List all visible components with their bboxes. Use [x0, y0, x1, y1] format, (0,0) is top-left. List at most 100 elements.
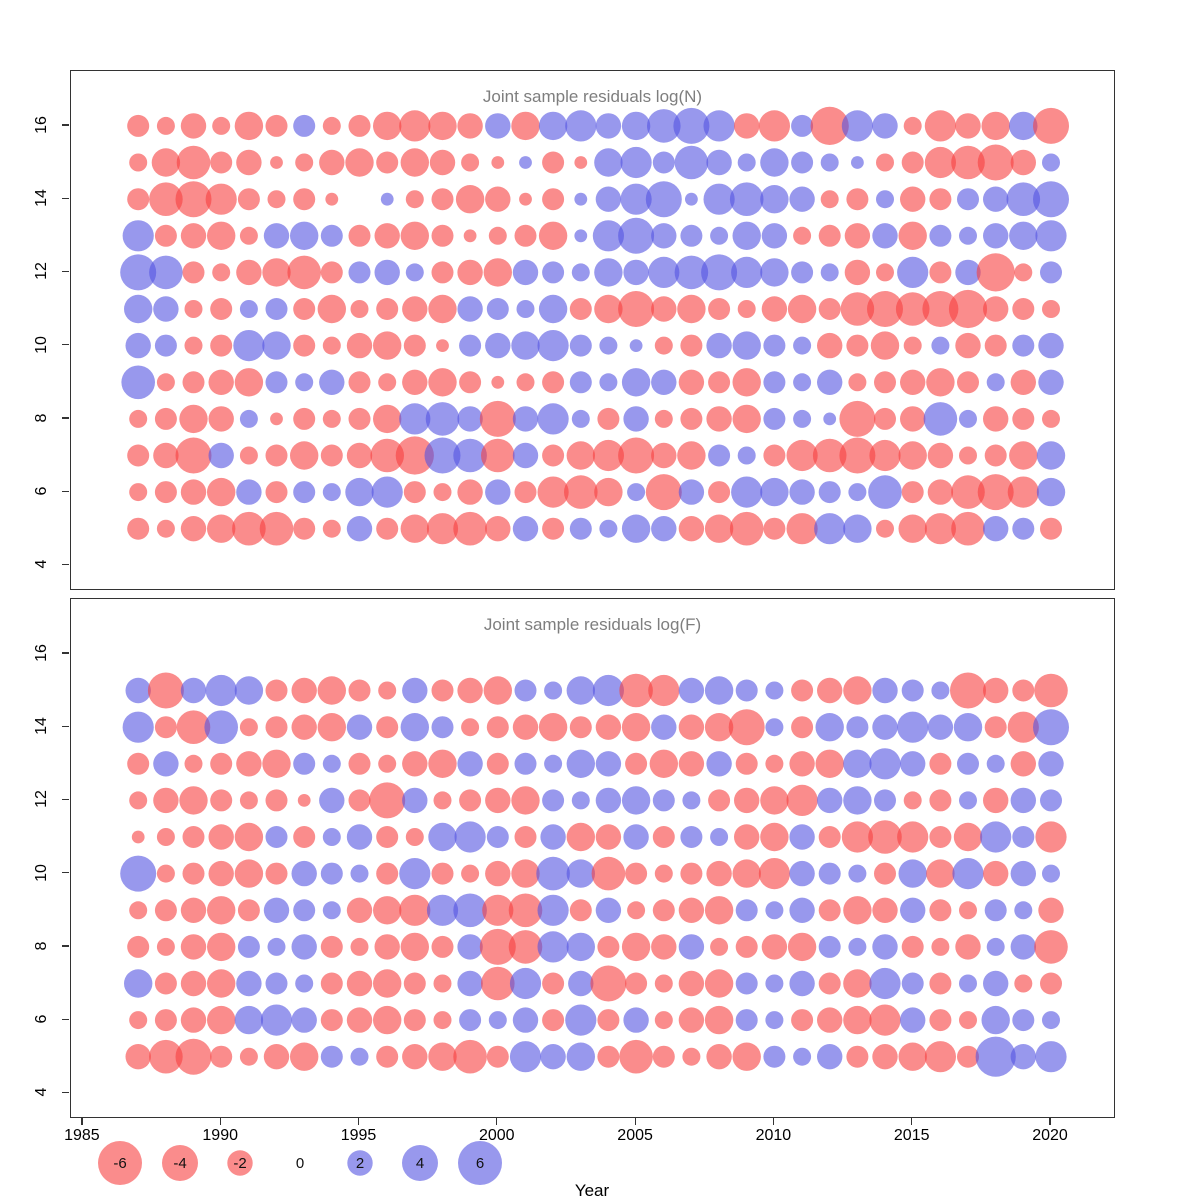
residual-bubble: [710, 937, 729, 956]
y-axis-tick: [62, 197, 69, 199]
residual-bubble: [569, 334, 592, 357]
residual-bubble: [1012, 517, 1035, 540]
residual-bubble: [594, 258, 623, 287]
residual-bubble: [1007, 476, 1039, 508]
residual-bubble: [234, 859, 264, 888]
residual-bubble: [154, 481, 177, 504]
residual-bubble: [457, 677, 483, 704]
residual-bubble: [620, 183, 652, 215]
residual-bubble: [153, 787, 179, 814]
residual-bubble: [682, 1047, 701, 1066]
residual-bubble: [592, 439, 625, 472]
residual-bubble: [955, 113, 981, 139]
residual-bubble: [1006, 182, 1041, 216]
residual-bubble: [293, 517, 316, 540]
residual-bubble: [320, 261, 343, 284]
y-axis-tick: [62, 417, 69, 419]
residual-bubble: [566, 676, 595, 705]
residual-bubble: [708, 444, 731, 467]
residual-bubble: [959, 1011, 977, 1030]
residual-bubble: [457, 406, 483, 432]
residual-bubble: [1009, 111, 1038, 141]
residual-bubble: [594, 148, 623, 177]
residual-bubble: [265, 789, 288, 812]
residual-bubble: [402, 751, 428, 777]
x-tick-label: 2020: [1032, 1127, 1068, 1144]
residual-bubble: [426, 513, 459, 545]
residual-bubble: [678, 677, 705, 704]
residual-bubble: [210, 298, 233, 320]
residual-bubble: [924, 513, 957, 545]
residual-bubble: [876, 519, 894, 538]
residual-bubble: [436, 339, 449, 352]
residual-bubble: [239, 446, 258, 465]
residual-bubble: [180, 970, 207, 997]
residual-bubble: [595, 714, 622, 740]
residual-bubble: [839, 400, 876, 437]
residual-bubble: [1010, 860, 1036, 887]
residual-bubble: [542, 151, 565, 174]
residual-bubble: [621, 368, 651, 397]
residual-bubble: [348, 407, 371, 430]
residual-bubble: [900, 186, 926, 212]
residual-bubble: [512, 406, 539, 432]
y-tick-label: 14: [33, 717, 50, 736]
y-tick-label: 12: [33, 790, 50, 809]
residual-bubble: [1040, 972, 1062, 995]
residual-bubble: [898, 859, 927, 888]
residual-bubble: [872, 934, 898, 960]
residual-bubble: [156, 864, 175, 883]
residual-bubble: [818, 224, 841, 247]
residual-bubble: [704, 514, 734, 543]
residual-bubble: [154, 334, 177, 357]
y-axis-tick: [62, 124, 69, 126]
residual-bubble: [1038, 332, 1064, 359]
residual-bubble: [926, 859, 955, 888]
residual-bubble: [270, 156, 283, 169]
y-axis-tick: [62, 344, 69, 346]
residual-bubble: [212, 116, 231, 135]
residual-bubble: [623, 824, 649, 850]
residual-bubble: [348, 371, 371, 394]
residual-bubble: [429, 149, 456, 176]
residual-bubble: [980, 821, 1012, 853]
y-axis-tick: [62, 563, 69, 566]
residual-bubble: [129, 483, 148, 502]
residual-bubble: [927, 442, 954, 469]
residual-bubble: [346, 714, 373, 740]
residual-bubble: [514, 481, 537, 504]
residual-bubble: [652, 151, 675, 174]
residual-bubble: [591, 856, 626, 891]
residual-bubble: [426, 894, 459, 926]
residual-bubble: [154, 407, 177, 430]
residual-bubble: [818, 972, 841, 995]
residual-bubble: [648, 256, 680, 288]
residual-bubble: [403, 972, 426, 995]
residual-bubble: [512, 442, 539, 469]
residual-bubble: [621, 111, 651, 141]
residual-bubble: [1038, 751, 1064, 777]
residual-bubble: [703, 183, 735, 215]
residual-bubble: [147, 672, 184, 709]
residual-bubble: [457, 479, 483, 505]
residual-bubble: [959, 974, 977, 993]
residual-bubble: [983, 296, 1009, 322]
residual-bubble: [929, 972, 952, 995]
legend-value-label: -4: [173, 1155, 186, 1172]
residual-bubble: [149, 1039, 183, 1074]
residual-bubble: [763, 1045, 786, 1068]
residual-bubble: [651, 934, 677, 960]
residual-bubble: [1038, 369, 1064, 395]
residual-bubble: [376, 151, 399, 174]
bubble-plot-log-n: [120, 106, 1069, 546]
residual-bubble: [156, 116, 175, 135]
residual-bubble: [763, 407, 786, 430]
residual-bubble: [793, 373, 812, 392]
residual-bubble: [898, 514, 927, 543]
residual-bubble: [175, 181, 212, 218]
residual-bubble: [983, 186, 1009, 212]
residual-bubble: [760, 477, 789, 507]
residual-bubble: [927, 714, 954, 740]
residual-bubble: [900, 369, 926, 395]
